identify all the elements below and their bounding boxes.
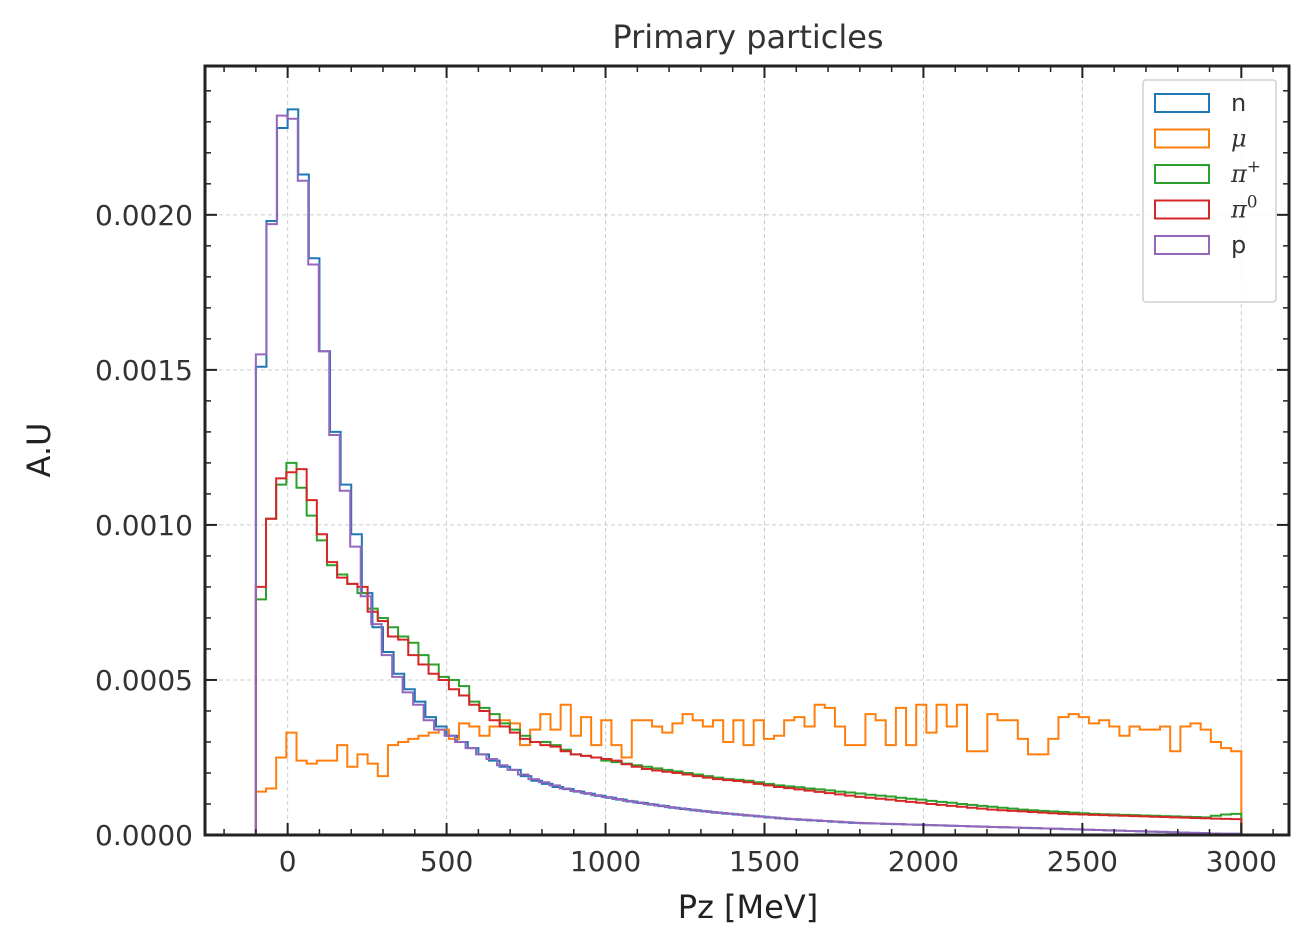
grid (205, 66, 1289, 835)
legend-label-mu: μ (1231, 125, 1247, 153)
chart-title: Primary particles (612, 18, 883, 56)
series-pi_zero (254, 468, 1243, 835)
y-tick-label: 0.0000 (95, 819, 193, 852)
legend-superscript: + (1247, 157, 1261, 177)
legend-label-p: p (1231, 231, 1246, 259)
tick-labels: 0 500 1000 1500 2000 2500 3000 0.0000 0.0005 0.00… (95, 199, 1277, 878)
series-p (254, 114, 1243, 835)
legend-label-n: n (1231, 89, 1246, 117)
x-tick-label: 1000 (570, 845, 641, 878)
x-tick-label: 0 (279, 845, 297, 878)
x-tick-label: 2000 (888, 845, 959, 878)
y-tick-label: 0.0015 (95, 354, 193, 387)
plot-frame (203, 64, 1291, 837)
legend-swatch-pi_plus (1154, 164, 1210, 184)
legend-swatch-n (1154, 93, 1210, 113)
legend: nμπ+π0p (1142, 79, 1277, 303)
legend-box (1142, 79, 1277, 303)
y-axis-title: A.U (20, 423, 58, 478)
series-mu (254, 703, 1243, 835)
series-pi_plus (254, 461, 1243, 835)
y-tick-label: 0.0010 (95, 509, 193, 542)
x-tick-label: 3000 (1206, 845, 1277, 878)
x-axis-title: Pz [MeV] (678, 888, 818, 926)
series-layer (254, 108, 1243, 835)
y-tick-label: 0.0005 (95, 664, 193, 697)
x-tick-label: 500 (420, 845, 473, 878)
legend-label-pi_plus: π+ (1230, 157, 1261, 188)
legend-superscript: 0 (1247, 193, 1258, 213)
legend-swatch-mu (1154, 128, 1210, 149)
legend-swatch-pi_zero (1154, 199, 1210, 220)
y-tick-label: 0.0020 (95, 199, 193, 232)
x-tick-label: 2500 (1047, 845, 1118, 878)
x-tick-label: 1500 (729, 845, 800, 878)
series-n (254, 108, 1243, 835)
axes (203, 64, 1291, 837)
legend-swatch-p (1154, 235, 1210, 255)
